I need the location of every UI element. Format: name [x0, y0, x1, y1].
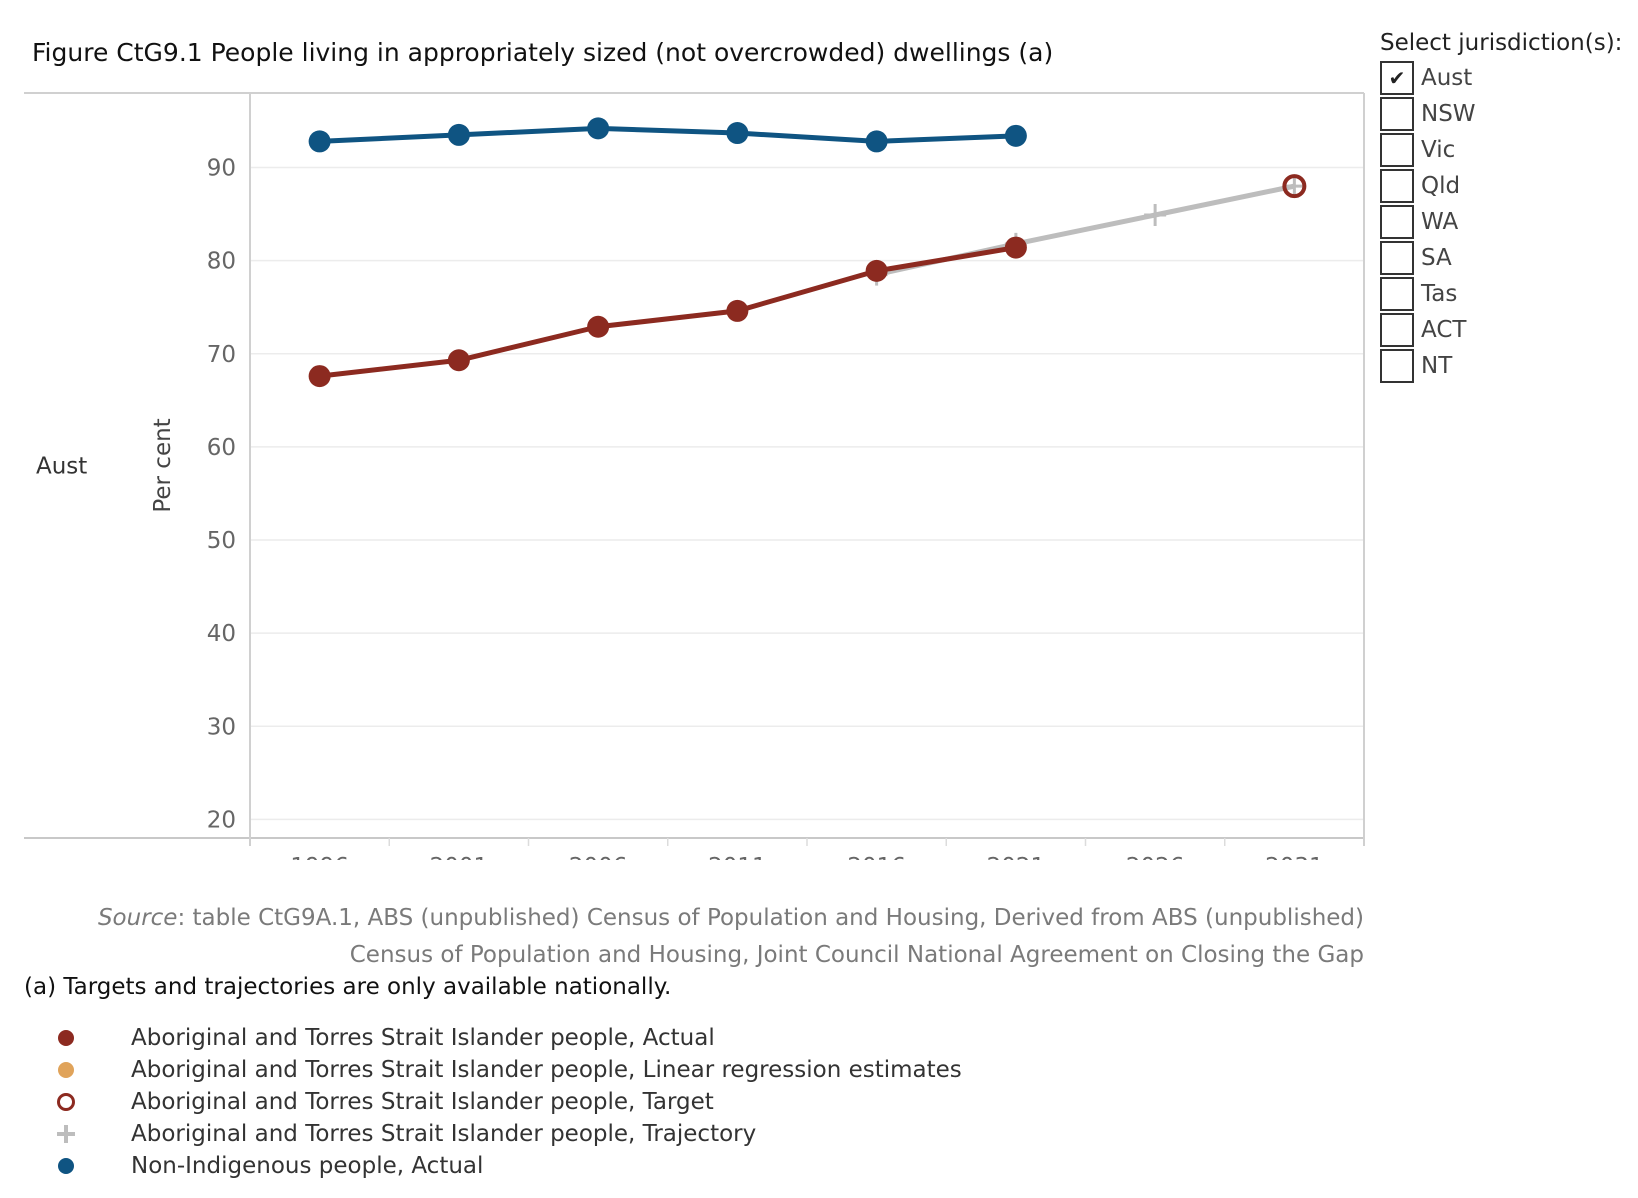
non-indigenous-actual-point	[447, 123, 470, 146]
legend-plus-icon	[50, 1118, 82, 1150]
filter-option-label: SA	[1421, 245, 1452, 271]
filter-option-label: ACT	[1421, 317, 1467, 343]
filter-option-aust[interactable]: ✔ Aust	[1380, 60, 1622, 96]
y-tick-label: 50	[207, 528, 236, 554]
source-label: Source	[97, 905, 178, 931]
y-axis-title: Per cent	[150, 418, 176, 512]
filter-title: Select jurisdiction(s):	[1380, 30, 1623, 56]
y-tick-label: 60	[207, 435, 236, 461]
legend-dot-icon	[50, 1150, 82, 1182]
indigenous-actual-point	[587, 315, 610, 338]
checkbox[interactable]	[1380, 241, 1414, 275]
non-indigenous-actual-point	[865, 130, 888, 153]
legend-item-trajectory: Aboriginal and Torres Strait Islander pe…	[50, 1118, 756, 1150]
indigenous-actual-point	[308, 365, 331, 388]
filter-option-sa[interactable]: SA	[1380, 240, 1622, 276]
checkbox[interactable]	[1380, 169, 1414, 203]
y-tick-label: 20	[207, 807, 236, 833]
legend-item-actual: Aboriginal and Torres Strait Islander pe…	[50, 1022, 715, 1054]
legend-label: Aboriginal and Torres Strait Islander pe…	[131, 1121, 757, 1147]
filter-option-wa[interactable]: WA	[1380, 204, 1622, 240]
legend-ring-icon	[50, 1086, 82, 1118]
x-tick-label: 2006	[569, 854, 628, 860]
non-indigenous-actual-point	[726, 122, 749, 145]
filter-option-nt[interactable]: NT	[1380, 348, 1622, 384]
y-tick-label: 90	[207, 156, 236, 182]
indigenous-actual-point	[447, 349, 470, 372]
checkbox[interactable]	[1380, 97, 1414, 131]
filter-option-label: NSW	[1421, 101, 1476, 127]
x-tick-label: 2016	[847, 854, 906, 860]
indigenous-actual-point	[726, 299, 749, 322]
line-chart: 20 30 40 50 60 70 80 90 1996 2001 2006 2011 2016 2021…	[24, 92, 1365, 860]
filter-option-label: Vic	[1421, 137, 1456, 163]
filter-option-label: Tas	[1421, 281, 1458, 307]
filter-option-label: NT	[1421, 353, 1453, 379]
indigenous-actual-line	[319, 245, 1017, 379]
x-tick-label: 1996	[290, 854, 349, 860]
filter-option-act[interactable]: ACT	[1380, 312, 1622, 348]
legend-label: Aboriginal and Torres Strait Islander pe…	[131, 1025, 715, 1051]
legend-item-regression: Aboriginal and Torres Strait Islander pe…	[50, 1054, 962, 1086]
filter-option-tas[interactable]: Tas	[1380, 276, 1622, 312]
source-text: : table CtG9A.1, ABS (unpublished) Censu…	[177, 905, 1364, 968]
jurisdiction-filter: Select jurisdiction(s): ✔ Aust NSW Vic Q…	[1380, 30, 1622, 384]
checkbox[interactable]: ✔	[1380, 61, 1414, 95]
legend-dot-icon	[50, 1054, 82, 1086]
checkbox[interactable]	[1380, 349, 1414, 383]
x-tick-label: 2026	[1126, 854, 1185, 860]
x-tick-label: 2021	[987, 854, 1046, 860]
filter-option-label: Aust	[1421, 65, 1473, 91]
non-indigenous-actual-point	[308, 130, 331, 153]
row-label: Aust	[36, 454, 87, 480]
x-tick-label: 2031	[1265, 854, 1324, 860]
y-tick-label: 80	[207, 249, 236, 275]
filter-option-nsw[interactable]: NSW	[1380, 96, 1622, 132]
indigenous-actual-point	[1004, 236, 1027, 259]
x-tick-label: 2011	[708, 854, 767, 860]
legend: Aboriginal and Torres Strait Islander pe…	[50, 1022, 962, 1182]
non-indigenous-actual-line	[319, 125, 1016, 144]
non-indigenous-actual-point	[587, 117, 610, 140]
y-tick-label: 40	[207, 621, 236, 647]
chart-title: Figure CtG9.1 People living in appropria…	[32, 38, 1054, 67]
filter-option-qld[interactable]: Qld	[1380, 168, 1622, 204]
checkbox[interactable]	[1380, 205, 1414, 239]
legend-label: Non-Indigenous people, Actual	[131, 1153, 484, 1179]
legend-item-non-indigenous: Non-Indigenous people, Actual	[50, 1150, 483, 1182]
footnote: (a) Targets and trajectories are only av…	[24, 974, 672, 1000]
legend-label: Aboriginal and Torres Strait Islander pe…	[131, 1057, 962, 1083]
legend-dot-icon	[50, 1022, 82, 1054]
target-point	[1282, 174, 1307, 199]
y-tick-label: 70	[207, 342, 236, 368]
indigenous-actual-point	[865, 259, 888, 282]
filter-option-label: WA	[1421, 209, 1459, 235]
x-tick-label: 2001	[430, 854, 489, 860]
filter-option-vic[interactable]: Vic	[1380, 132, 1622, 168]
checkbox[interactable]	[1380, 133, 1414, 167]
legend-item-target: Aboriginal and Torres Strait Islander pe…	[50, 1086, 714, 1118]
filter-option-label: Qld	[1421, 173, 1461, 199]
y-tick-label: 30	[207, 714, 236, 740]
source-note: Source: table CtG9A.1, ABS (unpublished)…	[24, 900, 1364, 974]
non-indigenous-actual-point	[1004, 124, 1027, 147]
checkbox[interactable]	[1380, 313, 1414, 347]
checkbox[interactable]	[1380, 277, 1414, 311]
legend-label: Aboriginal and Torres Strait Islander pe…	[131, 1089, 714, 1115]
